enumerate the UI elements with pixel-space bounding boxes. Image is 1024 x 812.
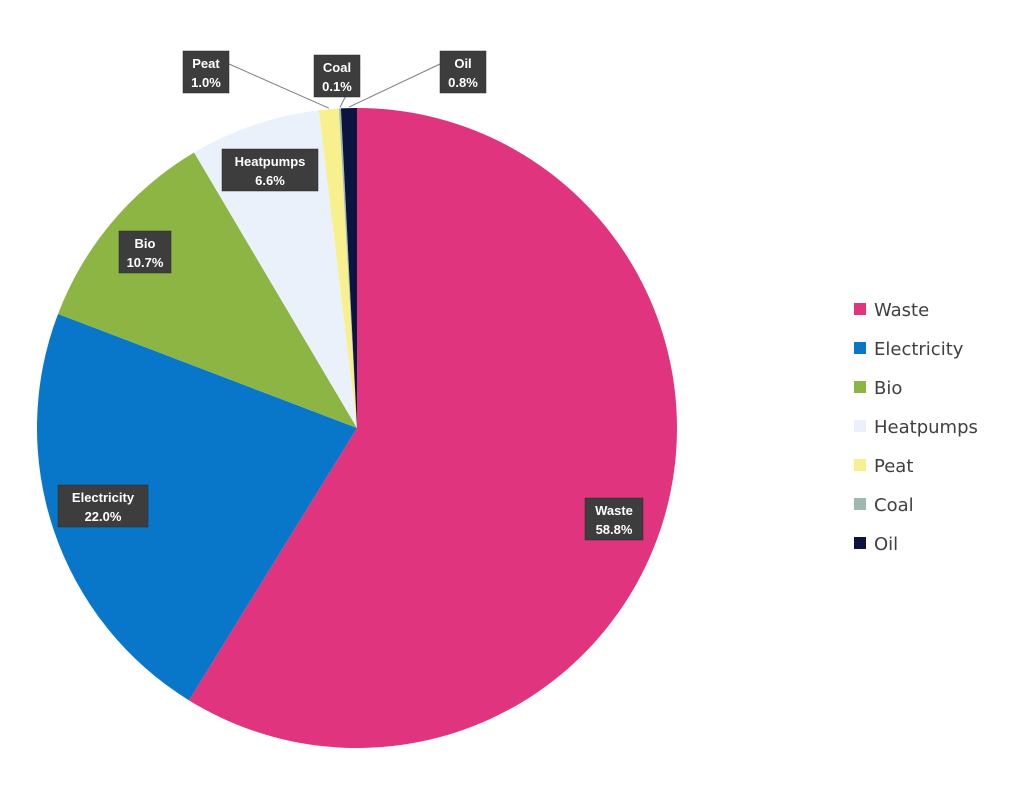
- leader-line-oil: [348, 63, 441, 108]
- legend-item-coal: Coal: [854, 495, 914, 516]
- slice-electricity: [36, 313, 358, 701]
- legend-label-peat: Peat: [874, 456, 913, 477]
- data-label-name-electricity: Electricity: [72, 490, 135, 505]
- data-label-oil: Oil 0.8%: [439, 50, 487, 94]
- data-label-name-coal: Coal: [323, 60, 351, 75]
- slice-peat: [318, 108, 357, 428]
- slice-waste: [188, 108, 677, 748]
- data-label-bio: Bio 10.7%: [118, 230, 172, 274]
- data-label-value-oil: 0.8%: [448, 75, 478, 90]
- legend-item-peat: Peat: [854, 456, 913, 477]
- legend-item-bio: Bio: [854, 378, 902, 399]
- legend: Waste Electricity Bio Heatpumps Peat Coal Oil: [854, 300, 978, 555]
- legend-swatch-coal: [854, 498, 866, 510]
- legend-swatch-oil: [854, 537, 866, 549]
- legend-item-waste: Waste: [854, 300, 929, 321]
- data-label-box-waste: [584, 497, 644, 541]
- legend-label-waste: Waste: [874, 300, 929, 321]
- data-label-name-waste: Waste: [595, 503, 633, 518]
- legend-label-heatpumps: Heatpumps: [874, 417, 978, 438]
- data-label-value-bio: 10.7%: [127, 255, 164, 270]
- data-label-value-heatpumps: 6.6%: [255, 173, 285, 188]
- data-label-box-heatpumps: [221, 148, 319, 192]
- data-label-waste: Waste 58.8%: [584, 497, 644, 541]
- data-label-heatpumps: Heatpumps 6.6%: [221, 148, 319, 192]
- data-label-value-waste: 58.8%: [596, 522, 633, 537]
- data-labels: Waste 58.8% Electricity 22.0% Bio 10.7% Heatpu…: [57, 50, 644, 541]
- data-label-peat: Peat 1.0%: [182, 50, 230, 94]
- legend-item-electricity: Electricity: [854, 339, 964, 360]
- legend-label-electricity: Electricity: [874, 339, 964, 360]
- legend-label-oil: Oil: [874, 534, 898, 555]
- legend-swatch-peat: [854, 459, 866, 471]
- data-label-box-bio: [118, 230, 172, 274]
- data-label-box-peat: [182, 50, 230, 94]
- data-label-box-electricity: [57, 484, 149, 528]
- data-label-box-oil: [439, 50, 487, 94]
- data-label-name-peat: Peat: [192, 56, 220, 71]
- leader-line-peat: [228, 63, 330, 109]
- legend-item-heatpumps: Heatpumps: [854, 417, 978, 438]
- legend-swatch-waste: [854, 303, 866, 315]
- pie-slices: [36, 107, 677, 748]
- legend-swatch-bio: [854, 381, 866, 393]
- data-label-value-electricity: 22.0%: [85, 509, 122, 524]
- data-label-name-oil: Oil: [454, 56, 471, 71]
- slice-oil: [340, 107, 357, 428]
- legend-swatch-electricity: [854, 342, 866, 354]
- legend-swatch-heatpumps: [854, 420, 866, 432]
- slice-bio: [58, 152, 357, 428]
- data-label-electricity: Electricity 22.0%: [57, 484, 149, 528]
- legend-item-oil: Oil: [854, 534, 898, 555]
- data-label-coal: Coal 0.1%: [313, 54, 361, 98]
- data-label-value-peat: 1.0%: [191, 75, 221, 90]
- legend-label-coal: Coal: [874, 495, 914, 516]
- data-label-name-heatpumps: Heatpumps: [235, 154, 306, 169]
- legend-label-bio: Bio: [874, 378, 902, 399]
- data-label-value-coal: 0.1%: [322, 79, 352, 94]
- data-label-name-bio: Bio: [135, 236, 156, 251]
- slice-coal: [338, 108, 357, 429]
- data-label-box-coal: [313, 54, 361, 98]
